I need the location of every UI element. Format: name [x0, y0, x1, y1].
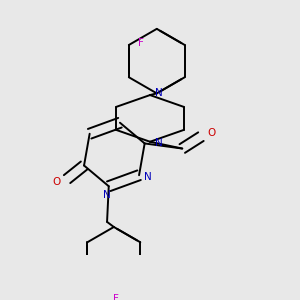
Text: N: N — [103, 190, 111, 200]
Text: N: N — [154, 88, 162, 98]
Text: O: O — [207, 128, 215, 138]
Text: F: F — [138, 38, 144, 48]
Text: N: N — [154, 138, 162, 148]
Text: N: N — [144, 172, 152, 182]
Text: F: F — [112, 294, 118, 300]
Text: O: O — [53, 178, 61, 188]
